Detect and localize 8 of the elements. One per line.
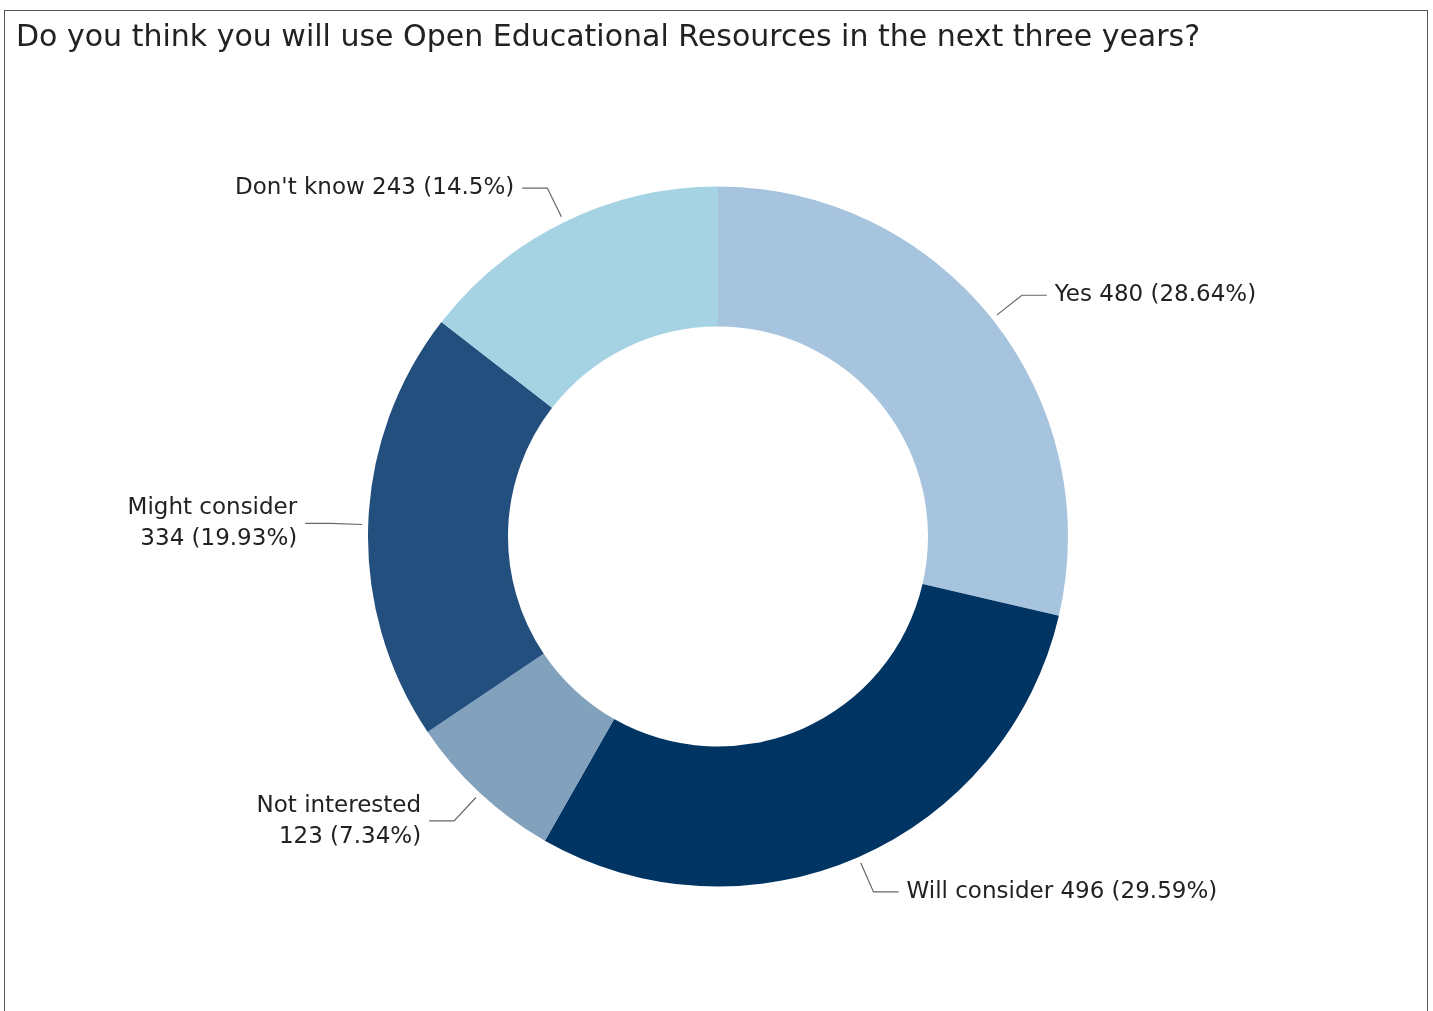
slice-label: Yes 480 (28.64%) [1053, 280, 1257, 307]
slice-label: Don't know 243 (14.5%) [234, 173, 515, 200]
slice-label: Not interested [256, 790, 422, 817]
data-label: 123 (7.34%) [278, 821, 422, 848]
chart-title: Do you think you will use Open Educational Resources in the next three years? [16, 18, 1201, 53]
slice-label: Will consider 496 (29.59%) [906, 876, 1218, 903]
data-label: 334 (19.93%) [140, 524, 298, 551]
slice-label: Might consider [127, 493, 298, 520]
